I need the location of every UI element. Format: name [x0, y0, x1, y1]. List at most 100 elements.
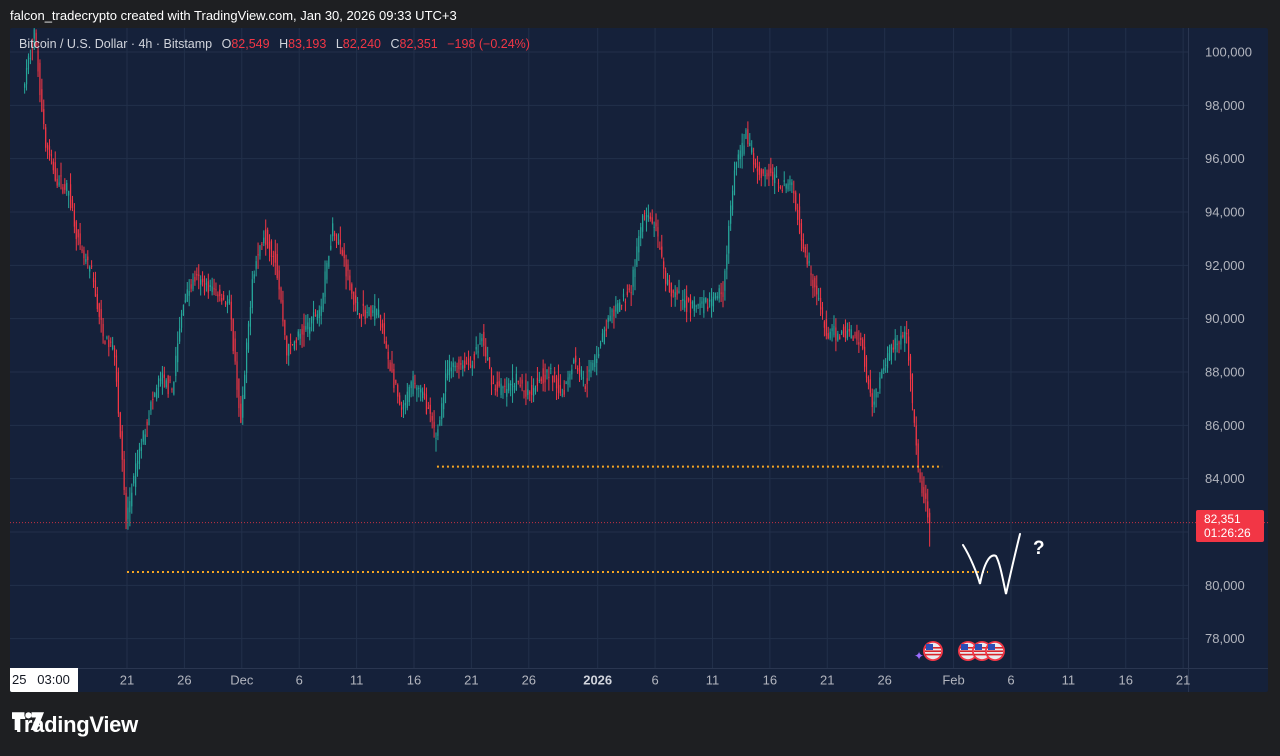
- candle-up: [297, 331, 299, 337]
- symbol-title[interactable]: Bitcoin / U.S. Dollar · 4h · Bitstamp: [19, 37, 213, 51]
- candle-down: [397, 384, 399, 397]
- candle-up: [573, 359, 575, 363]
- candle-down: [670, 282, 672, 297]
- candle-down: [458, 359, 460, 370]
- candle-up: [293, 341, 296, 349]
- candle-up: [831, 328, 833, 332]
- candle-down: [467, 358, 470, 365]
- candle-down: [554, 371, 556, 374]
- candle-down: [52, 161, 54, 171]
- candle-up: [452, 362, 454, 367]
- candle-down: [770, 168, 772, 174]
- candle-down: [117, 372, 119, 414]
- candle-down: [395, 380, 397, 384]
- candle-down: [529, 392, 531, 394]
- candle-down: [620, 305, 623, 307]
- candle-down: [559, 385, 561, 394]
- candle-down: [869, 379, 871, 393]
- candle-down: [605, 328, 607, 332]
- candle-up: [697, 304, 699, 306]
- candle-down: [351, 284, 353, 294]
- candle-down: [358, 313, 361, 315]
- candle-down: [906, 332, 908, 335]
- candle-up: [841, 331, 843, 334]
- candle-down: [236, 361, 238, 390]
- candle-up: [27, 56, 30, 70]
- candle-up: [726, 254, 728, 270]
- x-tick-label: 26: [522, 673, 536, 688]
- question-mark-annotation: ?: [1033, 538, 1045, 559]
- candle-up: [636, 246, 638, 266]
- candles: [24, 28, 931, 547]
- candle-down: [777, 182, 780, 184]
- candle-down: [557, 378, 560, 393]
- candle-up: [611, 310, 613, 312]
- grid-lines: [10, 28, 1188, 668]
- candle-down: [399, 395, 401, 405]
- candle-down: [69, 184, 72, 209]
- candle-up: [144, 434, 146, 445]
- candle-down: [98, 303, 100, 317]
- us-flag-event-icon[interactable]: [985, 641, 1005, 661]
- candle-down: [720, 292, 722, 295]
- candle-down: [414, 382, 416, 384]
- candle-up: [873, 401, 875, 405]
- candle-down: [687, 297, 690, 302]
- candle-down: [854, 334, 856, 336]
- candle-up: [316, 314, 318, 321]
- candle-down: [81, 249, 83, 251]
- candle-down: [43, 109, 45, 125]
- candle-down: [146, 421, 148, 426]
- y-tick-label: 84,000: [1205, 471, 1245, 486]
- candle-up: [550, 368, 552, 370]
- us-flag-event-icon[interactable]: [923, 641, 943, 661]
- candle-up: [791, 182, 793, 186]
- candle-down: [911, 374, 914, 404]
- last-price-value: 82,351: [1204, 512, 1241, 526]
- candle-up: [85, 259, 87, 262]
- candle-up: [150, 402, 152, 411]
- candle-up: [410, 381, 412, 389]
- candle-up: [332, 223, 334, 237]
- candle-down: [626, 291, 628, 296]
- candle-up: [735, 162, 737, 170]
- candle-down: [203, 278, 206, 293]
- candle-up: [510, 383, 512, 386]
- x-tick-label: 16: [763, 673, 777, 688]
- candle-down: [349, 275, 351, 291]
- us-flag-event-icon[interactable]: [958, 641, 978, 661]
- candle-up: [406, 391, 408, 408]
- candle-up: [619, 302, 621, 312]
- candle-up: [324, 271, 326, 297]
- candle-down: [663, 261, 665, 269]
- candle-up: [25, 67, 28, 85]
- candle-down: [659, 247, 661, 249]
- candle-down: [301, 329, 303, 335]
- candle-down: [391, 362, 393, 372]
- candle-up: [511, 377, 514, 391]
- candle-down: [661, 246, 663, 257]
- candle-down: [913, 409, 915, 423]
- candle-down: [39, 62, 41, 96]
- candle-down: [64, 184, 66, 190]
- candle-down: [923, 487, 925, 503]
- candle-down: [821, 307, 824, 315]
- candle-up: [749, 143, 751, 147]
- candle-down: [578, 362, 581, 375]
- candle-up: [136, 460, 139, 470]
- candle-up: [422, 391, 424, 399]
- candle-down: [341, 249, 343, 255]
- candle-down: [240, 403, 242, 423]
- candle-up: [24, 83, 26, 88]
- candle-up: [900, 335, 902, 345]
- candle-up: [356, 302, 359, 310]
- candle-up: [255, 261, 257, 269]
- candle-up: [477, 351, 479, 353]
- candle-down: [584, 386, 586, 390]
- candle-down: [389, 362, 391, 371]
- price-chart[interactable]: 78,00080,00082,00084,00086,00088,00090,0…: [10, 28, 1268, 692]
- candle-down: [797, 210, 799, 220]
- candle-down: [45, 127, 47, 148]
- chart-panel[interactable]: 78,00080,00082,00084,00086,00088,00090,0…: [10, 28, 1268, 692]
- candle-down: [381, 323, 384, 328]
